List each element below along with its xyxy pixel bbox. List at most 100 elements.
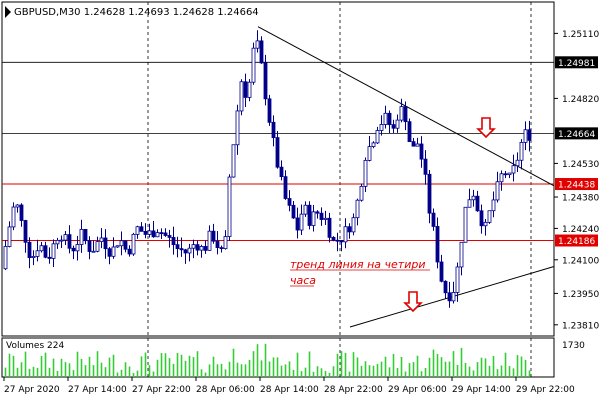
candle-body [79, 228, 84, 245]
price-levels: 1.24981 1.24664 1.24438 1.24186 [2, 56, 598, 247]
candle-body [35, 250, 40, 257]
candle-body [315, 211, 320, 214]
arrows [403, 117, 496, 313]
candle-body [151, 230, 156, 238]
candle-body [307, 204, 312, 226]
candle-body [83, 228, 88, 242]
candle-body [279, 166, 284, 178]
candle-body [419, 143, 424, 160]
candle-body [59, 239, 64, 242]
candle-body [527, 129, 532, 141]
candle-body [131, 233, 136, 255]
candle-body [7, 226, 12, 247]
candle-body [295, 217, 300, 231]
price-level-label-box [555, 178, 598, 191]
y-tick-label: 1.23810 [562, 321, 599, 331]
candle-body [403, 106, 408, 123]
candle-body [139, 226, 144, 232]
y-tick-label: 1.24240 [562, 225, 599, 235]
candle-body [91, 250, 96, 253]
candle-body [523, 129, 528, 143]
price-level-label: 1.24981 [558, 59, 595, 69]
candle-body [463, 206, 468, 243]
candle-body [107, 248, 112, 257]
x-tick-label: 28 Apr 14:00 [260, 385, 319, 395]
y-tick-label: 1.25110 [562, 30, 599, 40]
y-tick-label: 1.24100 [562, 256, 599, 266]
candle-body [499, 173, 504, 183]
candle-body [439, 261, 444, 282]
candle-body [143, 230, 148, 235]
candle-body [459, 241, 464, 268]
price-level-label-box [555, 127, 598, 140]
candle-body [195, 244, 200, 251]
candle-body [391, 124, 396, 129]
candle-body [339, 240, 344, 243]
annotation-line-1: тренд линия на четири [290, 258, 425, 271]
volume-bars [4, 343, 531, 377]
candle-body [387, 112, 392, 126]
candle-body [399, 106, 404, 121]
price-level-label-box [555, 56, 598, 69]
vertical-grid [147, 2, 532, 377]
candle-body [363, 159, 368, 187]
candle-body [503, 173, 508, 176]
candle-body [443, 280, 448, 294]
candle-body [343, 226, 348, 243]
candle-body [127, 248, 132, 255]
candle-body [263, 62, 268, 100]
price-level-label: 1.24664 [558, 130, 595, 140]
candle-body [379, 124, 384, 131]
candle-body [323, 217, 328, 220]
candle-body [87, 240, 92, 252]
candle-body [411, 141, 416, 147]
candle-body [395, 119, 400, 129]
y-tick-label: 1.24530 [562, 160, 599, 170]
candle-body [251, 47, 256, 83]
candle-body [447, 292, 452, 302]
candle-body [507, 172, 512, 176]
y-tick-label: 1.23950 [562, 290, 599, 300]
candle-body [103, 237, 108, 250]
price-pane-frame [1, 1, 555, 337]
candle-body [347, 226, 352, 233]
candle-body [247, 81, 252, 98]
candle-body [3, 246, 8, 270]
candle-body [171, 237, 176, 246]
candle-body [223, 236, 228, 250]
candle-body [147, 230, 152, 235]
x-tick-label: 29 Apr 22:00 [516, 385, 575, 395]
candle-body [475, 195, 480, 212]
candle-body [119, 240, 124, 247]
collapse-triangle-icon[interactable] [5, 6, 11, 18]
candle-body [427, 173, 432, 214]
y-tick-label: 1.24380 [562, 194, 599, 204]
candle-body [123, 240, 128, 250]
candle-body [99, 237, 104, 242]
candle-body [67, 234, 72, 249]
candle-body [291, 204, 296, 219]
candle-body [283, 176, 288, 199]
volume-label: Volumes 224 [6, 341, 64, 351]
candle-body [115, 245, 120, 248]
candle-body [235, 110, 240, 146]
candle-body [187, 247, 192, 254]
candle-body [495, 181, 500, 201]
price-axis: 1.25110 1.24820 1.24530 1.24380 1.24240 1.241… [554, 30, 599, 351]
candle-body [23, 220, 28, 243]
candle-body [19, 204, 24, 221]
candle-body [15, 204, 20, 208]
candle-body [275, 137, 280, 168]
candle-body [243, 81, 248, 98]
y-tick-label: 1.24820 [562, 95, 599, 105]
down-arrow-icon [403, 291, 423, 313]
candles [3, 30, 532, 308]
candle-body [63, 234, 68, 241]
annotation: тренд линия на четири часа [290, 258, 430, 287]
candle-body [375, 130, 380, 144]
x-tick-label: 27 Apr 2020 [4, 385, 60, 395]
candle-body [179, 248, 184, 251]
